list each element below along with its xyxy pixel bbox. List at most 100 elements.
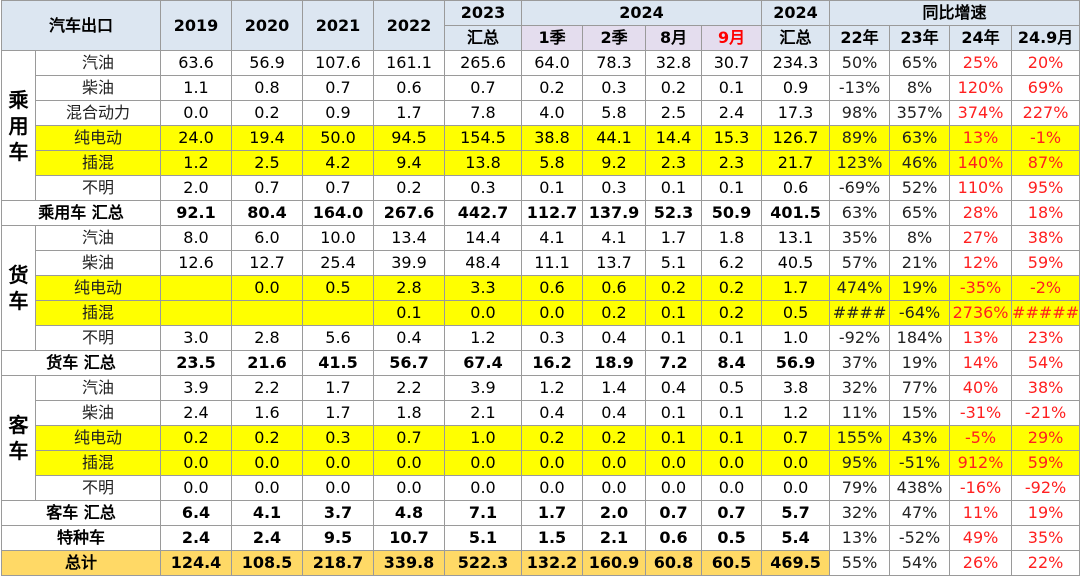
growth-cell: 95% [829,450,891,476]
value-cell [160,300,233,326]
table-header: 汽车出口 2019 2020 2021 2022 2023 2024 2024 … [0,0,1080,51]
value-cell: 2.5 [645,100,703,126]
growth-cell: 19% [889,350,951,376]
value-cell: 1.2 [160,150,233,176]
value-cell: 38.8 [521,125,584,151]
year-header: 2020 [231,0,304,51]
value-cell: 0.0 [701,475,763,501]
value-cell: 21.7 [761,150,831,176]
value-cell: 1.2 [521,375,584,401]
growth-cell: 25% [949,50,1013,76]
value-cell: 0.1 [645,425,703,451]
value-cell: 39.9 [373,250,446,276]
fuel-type-label: 汽油 [34,50,162,76]
growth-cell: -52% [889,525,951,551]
growth-cell: 29% [1011,425,1080,451]
value-cell: 0.0 [160,475,233,501]
growth-cell: 140% [949,150,1013,176]
growth-cell: 357% [889,100,951,126]
growth-header: 24年 [949,25,1013,51]
value-cell: 0.0 [302,450,375,476]
growth-cell: 438% [889,475,951,501]
value-cell: 108.5 [231,550,304,576]
fuel-type-label: 纯电动 [34,125,162,151]
value-cell: 0.1 [373,300,446,326]
growth-cell: 912% [949,450,1013,476]
category-char: 货 [8,263,29,287]
value-cell: 0.2 [701,275,763,301]
value-cell: 16.2 [521,350,584,376]
growth-cell: 13% [829,525,891,551]
year-2024-group-header: 2024 [521,0,763,26]
table-row: 柴油 12.6 12.7 25.4 39.9 48.4 11.1 13.7 5.1 6.2 40.5… [2,250,1080,276]
growth-cell: 8% [889,225,951,251]
fuel-type-label: 柴油 [34,250,162,276]
value-cell: 0.6 [373,75,446,101]
value-cell: 0.8 [231,75,304,101]
table-row: 纯电动 24.0 19.4 50.0 94.5 154.5 38.8 44.1 14.4 15.3… [2,125,1080,151]
value-cell: 1.7 [302,375,375,401]
growth-cell: 23% [1011,325,1080,351]
value-cell: 60.8 [645,550,703,576]
subtotal-row: 货车 汇总 23.5 21.6 41.5 56.7 67.4 16.2 18.9 7.2 8.4 5… [0,350,1080,376]
value-cell: 9.5 [302,525,375,551]
value-cell: 0.7 [231,175,304,201]
value-cell: 2.4 [701,100,763,126]
value-cell: 107.6 [302,50,375,76]
growth-cell: 227% [1011,100,1080,126]
value-cell: 3.8 [761,375,831,401]
value-cell: 0.0 [231,275,304,301]
growth-cell: 22% [1011,550,1080,576]
category-label: 货车 [1,225,36,351]
value-cell: 4.2 [302,150,375,176]
growth-cell: 32% [829,500,891,526]
value-cell: 2.8 [373,275,446,301]
value-cell: 0.5 [302,275,375,301]
value-cell: 67.4 [444,350,523,376]
growth-cell: -35% [949,275,1013,301]
fuel-type-label: 不明 [34,175,162,201]
category-char: 车 [8,439,29,463]
value-cell: 12.7 [231,250,304,276]
growth-cell: -13% [829,75,891,101]
growth-cell: 12% [949,250,1013,276]
table-row: 柴油 2.4 1.6 1.7 1.8 2.1 0.4 0.4 0.1 0.1 1.2 11% 15% -3… [2,400,1080,426]
table-row: 不明 3.0 2.8 5.6 0.4 1.2 0.3 0.4 0.1 0.1 1.0 -92% 184%… [2,325,1080,351]
subtotal-row: 客车 汇总 6.4 4.1 3.7 4.8 7.1 1.7 2.0 0.7 0.7 5.7 32% 47… [0,500,1080,526]
value-cell: 1.2 [761,400,831,426]
corner-header: 汽车出口 [0,0,162,51]
value-cell: 2.0 [160,175,233,201]
category-label: 乘用车 [1,50,36,201]
value-cell: 1.7 [645,225,703,251]
value-cell: 2.4 [160,400,233,426]
fuel-type-label: 柴油 [34,400,162,426]
fuel-type-label: 不明 [34,475,162,501]
value-cell: 0.1 [701,425,763,451]
value-cell: 2.2 [373,375,446,401]
growth-cell: 20% [1011,50,1080,76]
fuel-type-label: 插混 [34,450,162,476]
value-cell: 218.7 [302,550,375,576]
value-cell: 17.3 [761,100,831,126]
table-row: 混合动力 0.0 0.2 0.9 1.7 7.8 4.0 5.8 2.5 2.4 17.3 98% 35… [2,100,1080,126]
table-row: 插混 0.0 0.0 0.0 0.0 0.0 0.0 0.0 0.0 0.0 0.0 95% -51% 9… [2,450,1080,476]
growth-header: 22年 [829,25,891,51]
growth-cell: 21% [889,250,951,276]
value-cell: 5.1 [444,525,523,551]
value-cell: 0.6 [761,175,831,201]
growth-cell: -64% [889,300,951,326]
value-cell: 0.0 [645,450,703,476]
value-cell: 3.0 [160,325,233,351]
value-cell: 0.4 [645,375,703,401]
subtotal-label: 货车 汇总 [0,350,162,376]
growth-cell: 63% [829,200,891,226]
value-cell: 11.1 [521,250,584,276]
value-cell: 0.1 [645,400,703,426]
growth-cell: 155% [829,425,891,451]
value-cell: 10.0 [302,225,375,251]
value-cell: 18.9 [582,350,647,376]
value-cell: 2.0 [582,500,647,526]
value-cell: 4.1 [231,500,304,526]
value-cell: 267.6 [373,200,446,226]
value-cell: 9.2 [582,150,647,176]
